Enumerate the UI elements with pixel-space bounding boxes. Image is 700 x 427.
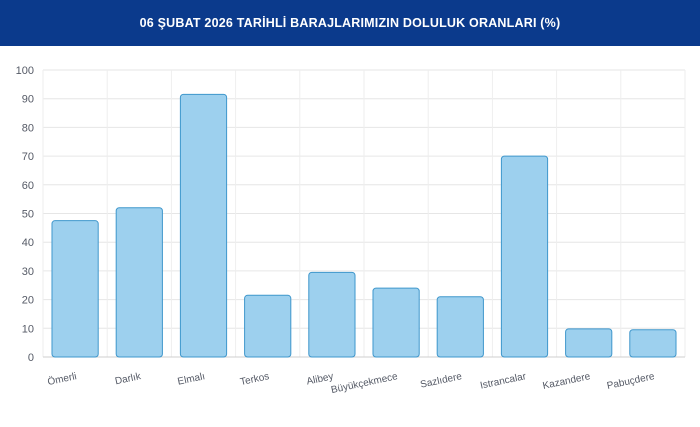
x-tick-label: Sazlıdere <box>419 371 463 391</box>
x-tick-label: Pabuçdere <box>606 371 656 392</box>
bar-elmal-[interactable] <box>179 93 228 358</box>
x-tick-label: Büyükçekmece <box>330 371 399 396</box>
y-tick-label: 90 <box>22 94 34 106</box>
y-axis-ticks: 0 10 20 30 40 50 60 70 80 90 100 <box>16 65 34 364</box>
x-tick-label: Elmalı <box>177 371 206 388</box>
bars-layer <box>51 93 677 358</box>
bar-chart-svg: 0 10 20 30 40 50 60 70 80 90 100 Ömerli Darlık Elmal… <box>16 65 686 396</box>
y-tick-label: 40 <box>22 237 34 249</box>
y-tick-label: 80 <box>22 122 34 134</box>
y-tick-label: 30 <box>22 266 34 278</box>
x-tick-label: Terkos <box>239 371 270 388</box>
bar-kazandere[interactable] <box>565 328 613 358</box>
y-tick-label: 60 <box>22 180 34 192</box>
bar-b-y-k-ekmece[interactable] <box>372 287 420 358</box>
x-tick-label: Ömerli <box>46 370 77 388</box>
bar-alibey[interactable] <box>308 271 356 358</box>
y-tick-label: 70 <box>22 151 34 163</box>
bar-darl-k[interactable] <box>115 207 163 358</box>
x-tick-label: Istrancalar <box>479 371 528 392</box>
bar-pabu-dere[interactable] <box>629 329 677 358</box>
bar-sazl-dere[interactable] <box>436 296 484 358</box>
y-tick-label: 50 <box>22 209 34 221</box>
y-tick-label: 20 <box>22 295 34 307</box>
bar--merli[interactable] <box>51 220 99 358</box>
y-tick-label: 0 <box>28 352 34 364</box>
y-tick-label: 10 <box>22 323 34 335</box>
bar-istrancalar[interactable] <box>500 155 549 358</box>
chart-header: 06 ŞUBAT 2026 TARİHLİ BARAJLARIMIZIN DOL… <box>0 0 700 46</box>
bar-terkos[interactable] <box>244 294 292 358</box>
y-tick-label: 100 <box>16 65 34 77</box>
x-tick-label: Darlık <box>114 371 143 387</box>
bar-chart: 0 10 20 30 40 50 60 70 80 90 100 Ömerli Darlık Elmal… <box>0 46 700 427</box>
x-axis-labels: Ömerli Darlık Elmalı Terkos AlibeyBüyükçekme… <box>46 370 656 396</box>
x-tick-label: Kazandere <box>542 371 592 392</box>
chart-title: 06 ŞUBAT 2026 TARİHLİ BARAJLARIMIZIN DOL… <box>139 16 561 30</box>
